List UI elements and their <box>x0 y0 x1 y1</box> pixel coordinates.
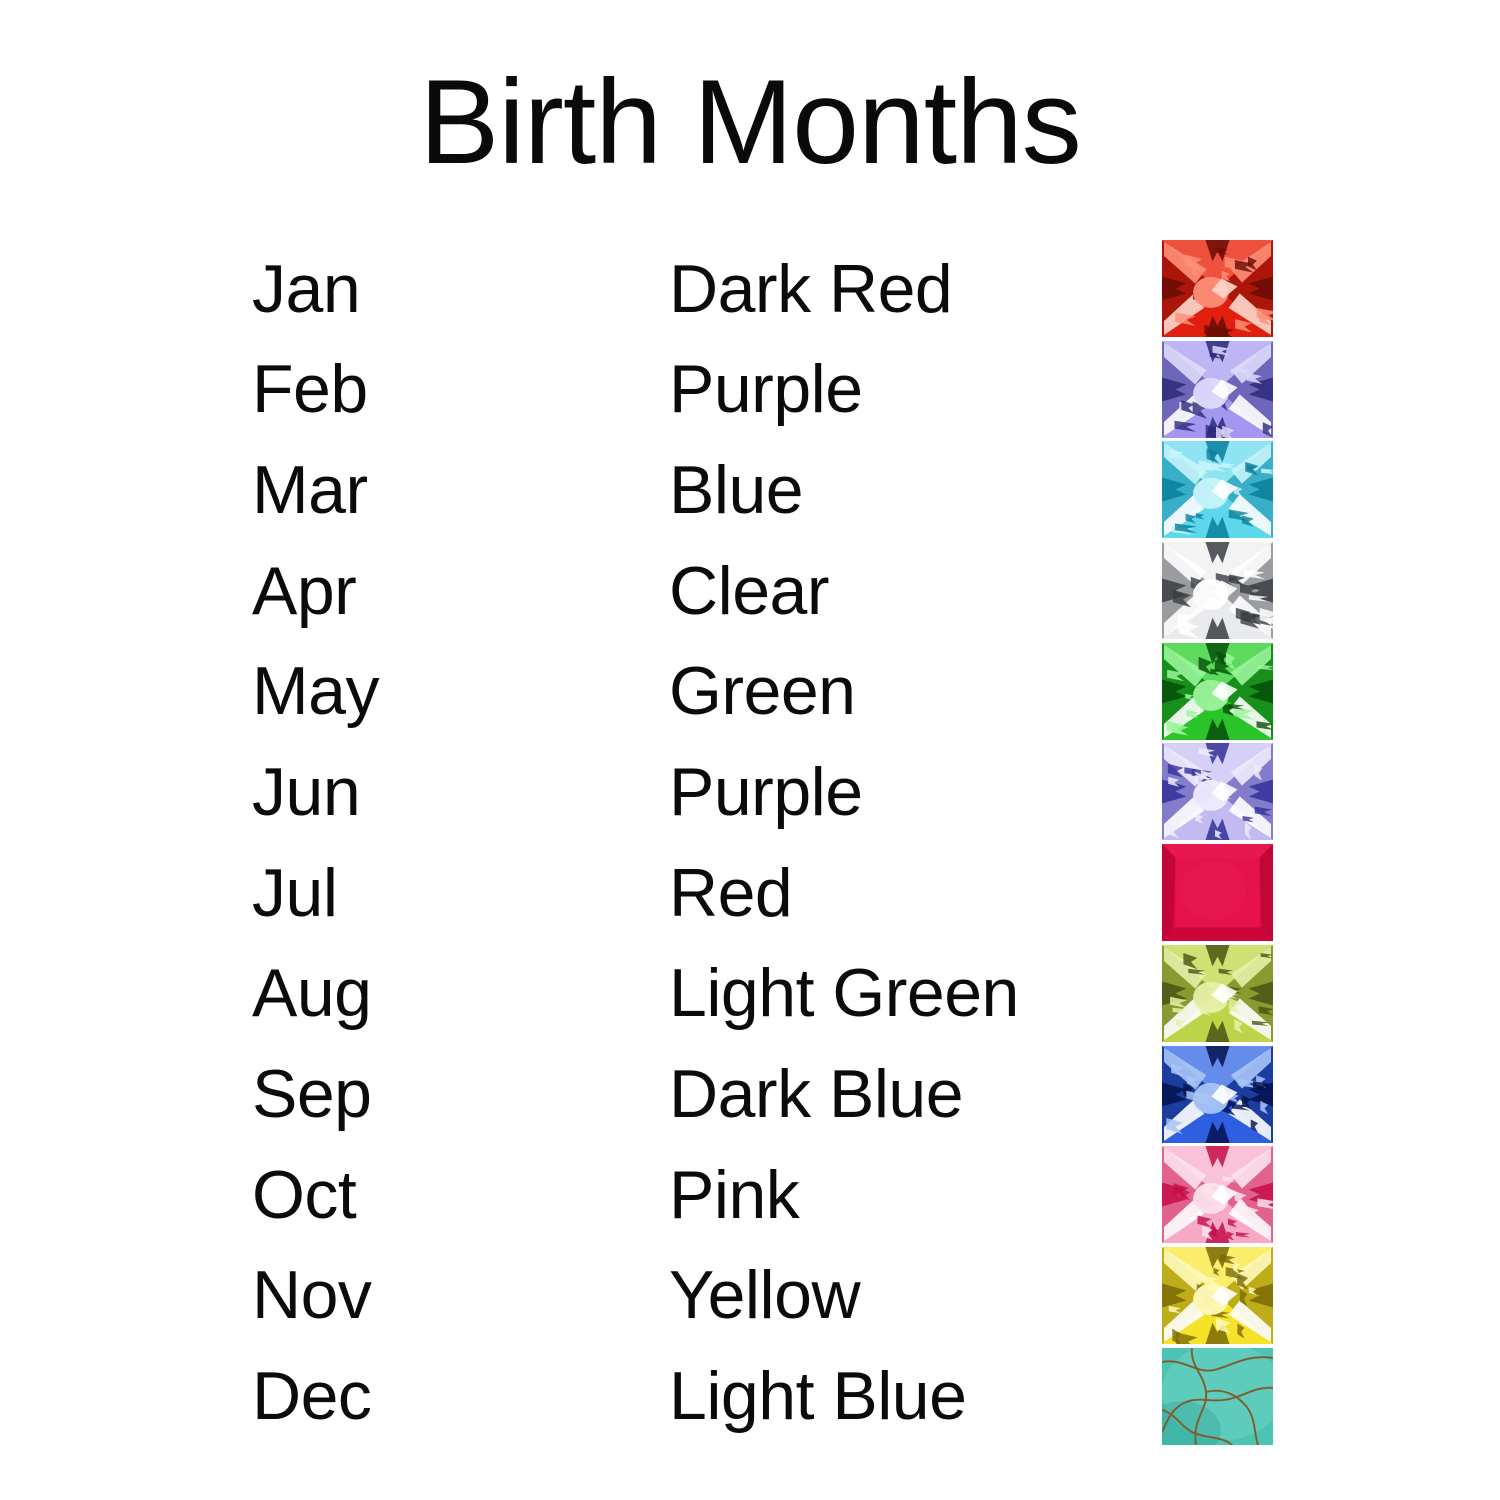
month-label: Oct <box>252 1156 357 1233</box>
month-label: Dec <box>252 1358 372 1435</box>
color-name-label: Dark Blue <box>669 1056 964 1132</box>
peridot-gem <box>1162 944 1273 1042</box>
ruby-gem <box>1162 844 1273 942</box>
color-name-label: Blue <box>669 451 804 528</box>
month-label: Apr <box>252 552 357 629</box>
table-row: May Green <box>0 642 1500 744</box>
color-name-label: Light Green <box>669 955 1019 1032</box>
color-name-label: Purple <box>669 753 863 830</box>
color-name-label: Dark Red <box>669 250 953 327</box>
month-label: May <box>252 653 379 730</box>
color-name-label: Light Blue <box>669 1358 967 1435</box>
color-name-label: Clear <box>669 552 830 629</box>
amethyst-gem <box>1162 340 1273 438</box>
table-row: Nov Yellow <box>0 1246 1500 1348</box>
color-name-label: Purple <box>669 351 863 428</box>
table-row: Aug Light Green <box>0 944 1500 1046</box>
table-row: Apr Clear <box>0 542 1500 643</box>
month-label: Jul <box>252 854 338 931</box>
emerald-gem <box>1162 642 1273 740</box>
month-label: Jun <box>252 753 361 830</box>
table-row: Jun Purple <box>0 743 1500 844</box>
table-row: Sep Dark Blue <box>0 1045 1500 1147</box>
aquamarine-gem <box>1162 441 1273 539</box>
diamond-gem <box>1162 542 1273 640</box>
garnet-gem <box>1162 240 1273 337</box>
tourmaline-gem <box>1162 1146 1273 1244</box>
color-name-label: Red <box>669 854 793 931</box>
color-name-label: Pink <box>669 1156 800 1233</box>
month-label: Sep <box>252 1056 372 1132</box>
month-label: Nov <box>252 1257 372 1334</box>
month-label: Mar <box>252 451 368 528</box>
table-row: Jul Red <box>0 844 1500 945</box>
table-row: Oct Pink <box>0 1146 1500 1247</box>
turquoise-gem <box>1162 1347 1273 1445</box>
month-label: Aug <box>252 955 372 1032</box>
page-title: Birth Months <box>419 55 1082 189</box>
table-row: Feb Purple <box>0 340 1500 442</box>
month-label: Jan <box>252 250 361 327</box>
table-row: Jan Dark Red <box>0 240 1500 341</box>
birth-months-table: Jan Dark Red Feb Purple Mar Blue Apr Clear May Gr… <box>0 240 1500 1448</box>
color-name-label: Yellow <box>669 1257 861 1334</box>
table-row: Mar Blue <box>0 441 1500 542</box>
citrine-gem <box>1162 1246 1273 1344</box>
alexandrite-gem <box>1162 743 1273 841</box>
table-row: Dec Light Blue <box>0 1347 1500 1449</box>
color-name-label: Green <box>669 653 856 730</box>
month-label: Feb <box>252 351 368 428</box>
sapphire-gem <box>1162 1045 1273 1143</box>
